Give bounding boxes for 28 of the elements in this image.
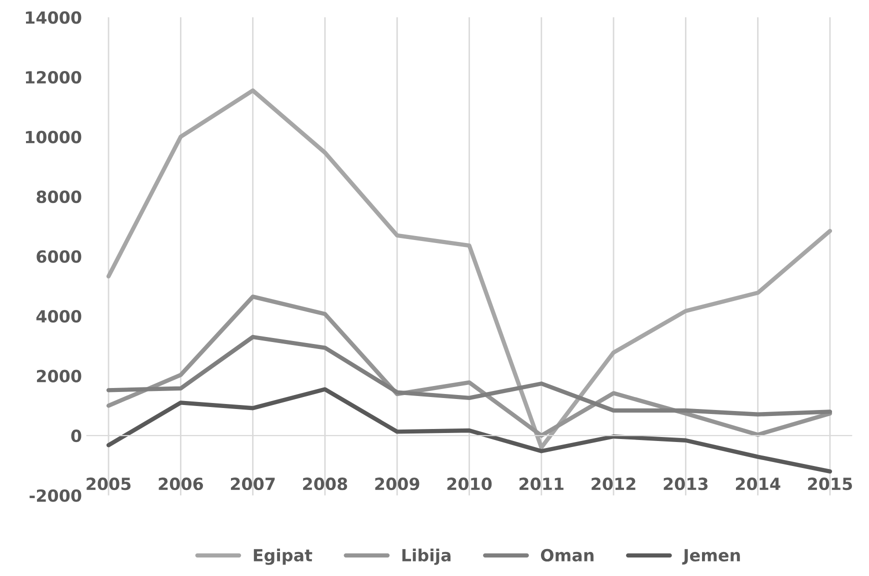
legend-label: Egipat <box>254 548 312 565</box>
line-series <box>106 387 832 474</box>
y-tick-label: 8000 <box>36 190 82 204</box>
legend-label: Libija <box>402 548 450 565</box>
line-series <box>106 88 832 450</box>
x-tick-label: 2005 <box>86 478 131 490</box>
x-tick-label: 2014 <box>736 478 780 490</box>
x-tick-label: 2008 <box>303 478 348 490</box>
y-tick-label: 4000 <box>36 310 82 323</box>
x-tick-label: 2010 <box>447 478 492 490</box>
x-tick-label: 2009 <box>375 478 420 490</box>
y-tick-label: 0 <box>71 430 82 442</box>
x-tick-label: 2006 <box>158 478 203 490</box>
y-tick-label: -2000 <box>30 489 82 502</box>
line-series <box>106 334 832 416</box>
legend-label: Oman <box>540 548 594 562</box>
x-tick-label: 2011 <box>520 478 564 490</box>
y-tick-label: 10000 <box>26 130 82 144</box>
line-series <box>106 294 832 438</box>
y-tick-label: 2000 <box>36 370 82 382</box>
x-tick-label: 2015 <box>808 478 852 490</box>
y-tick-label: 12000 <box>26 71 82 84</box>
y-tick-label: 14000 <box>26 11 82 24</box>
legend-label: Jemen <box>682 549 740 565</box>
x-tick-label: 2012 <box>592 478 636 490</box>
y-tick-label: 6000 <box>36 250 82 263</box>
x-tick-label: 2007 <box>230 478 275 490</box>
x-tick-label: 2013 <box>664 478 708 490</box>
